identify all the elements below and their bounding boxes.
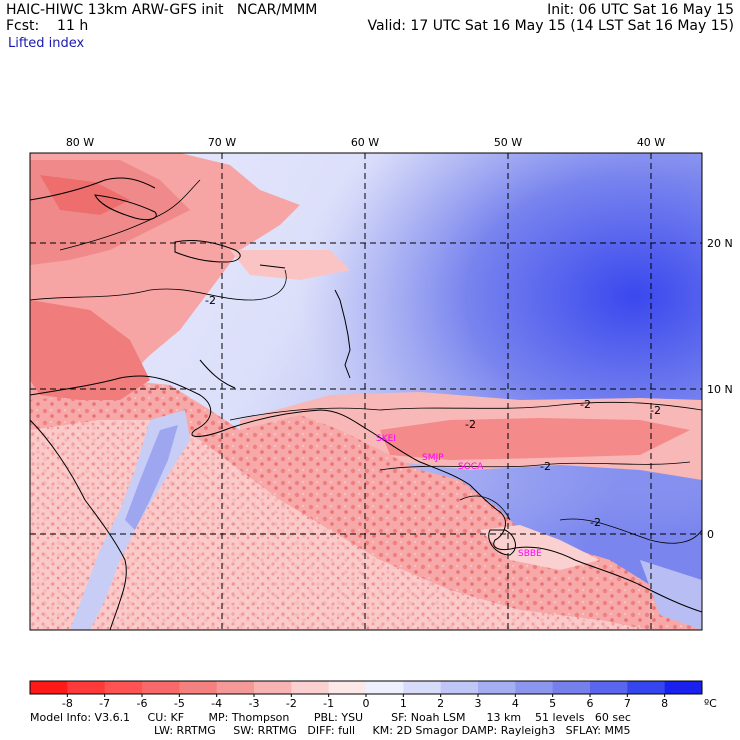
colorbar-swatch [627,681,666,694]
colorbar-swatch [254,681,292,694]
lon-label-50w: 50 W [494,136,522,149]
contour-label: -2 [205,294,216,307]
longitude-labels: 80 W 70 W 60 W 50 W 40 W [66,136,665,149]
colorbar-tick-label: -8 [62,697,73,710]
latitude-labels: 20 N 10 N 0 [707,237,733,541]
station-markers: SKEI SMJP SOCA SBBE [376,434,542,559]
colorbar-tick-label: 0 [363,697,370,710]
lon-label-80w: 80 W [66,136,94,149]
map-field [30,153,702,630]
colorbar-tick-label: -1 [323,697,334,710]
colorbar-swatch [67,681,106,694]
colorbar-tick-label: 1 [400,697,407,710]
colorbar-tick-label: 7 [624,697,631,710]
lat-label-0: 0 [707,528,714,541]
lat-label-20n: 20 N [707,237,733,250]
colorbar-tick-label: -6 [137,697,148,710]
colorbar-tick-label: 2 [437,697,444,710]
colorbar-tick-label: -4 [211,697,222,710]
lon-label-40w: 40 W [637,136,665,149]
colorbar-swatch [291,681,330,694]
station-sbbe: SBBE [518,549,542,559]
colorbar-swatch [552,681,591,694]
colorbar-tick-label: 4 [512,697,519,710]
colorbar-tick-label: 3 [475,697,482,710]
contour-label: -2 [580,398,591,411]
colorbar-tick-label: 6 [587,697,594,710]
colorbar-swatch [478,681,516,694]
contour-value-labels: -2 -2 -2 -2 -2 -2 [205,294,661,529]
model-info-line2: LW: RRTMG SW: RRTMG DIFF: full KM: 2D Sm… [154,724,631,737]
contour-lines [30,179,702,544]
valid-time: Valid: 17 UTC Sat 16 May 15 (14 LST Sat … [367,18,734,34]
contour-label: -2 [465,418,476,431]
colorbar-tick-label: 5 [549,697,556,710]
colorbar-swatch [179,681,218,694]
colorbar: -8 -7 -6 -5 -4 -3 -2 -1 0 1 2 3 4 5 6 7 8 ºC [29,680,717,710]
colorbar-swatch [664,681,703,694]
colorbar-tick-label: -5 [174,697,185,710]
station-soca: SOCA [458,462,484,472]
colorbar-unit: ºC [704,697,717,710]
colorbar-tick-label: -7 [99,697,110,710]
map-frame [29,152,703,631]
forecast-hour: Fcst: 11 h [6,18,89,34]
colorbar-swatch [366,681,404,694]
field-name: Lifted index [8,36,85,51]
lat-label-10n: 10 N [707,383,733,396]
colorbar-swatch [515,681,554,694]
contour-label: -2 [650,404,661,417]
colorbar-swatch [216,681,255,694]
lon-label-70w: 70 W [208,136,236,149]
colorbar-swatch [590,681,628,694]
init-time: Init: 06 UTC Sat 16 May 15 [547,2,734,18]
lon-label-60w: 60 W [351,136,379,149]
colorbar-tick-label: -3 [249,697,260,710]
colorbar-swatch [142,681,180,694]
model-info-line1: Model Info: V3.6.1 CU: KF MP: Thompson P… [30,711,631,724]
colorbar-swatch [104,681,143,694]
station-skei: SKEI [376,434,396,444]
station-smjp: SMJP [422,453,444,463]
colorbar-tick-label: -2 [286,697,297,710]
colorbar-tick-label: 8 [661,697,668,710]
coastlines [30,177,702,630]
colorbar-swatch [328,681,367,694]
contour-label: -2 [540,460,551,473]
colorbar-swatch [403,681,442,694]
colorbar-swatch [440,681,479,694]
graticule [30,153,702,630]
colorbar-swatch [30,681,68,694]
title: HAIC-HIWC 13km ARW-GFS init NCAR/MMM [6,2,318,18]
contour-label: -2 [590,516,601,529]
